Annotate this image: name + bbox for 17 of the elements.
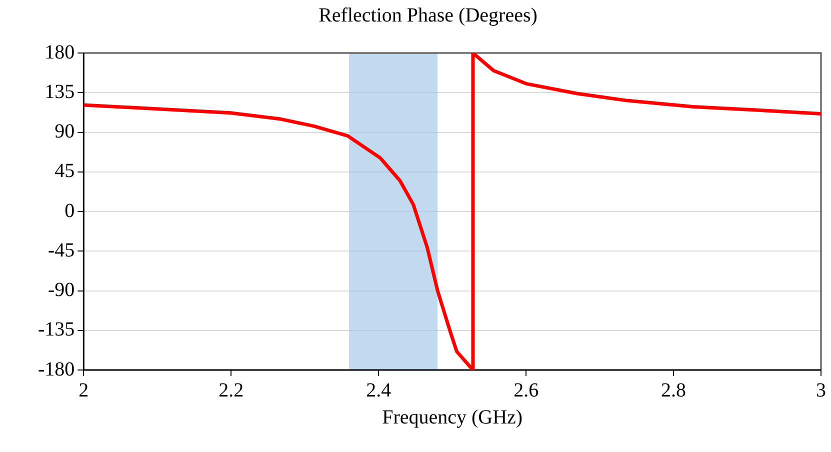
x-tick-label: 2 xyxy=(78,379,89,402)
x-axis-title: Frequency (GHz) xyxy=(382,406,523,428)
y-tick-label: 90 xyxy=(54,120,75,142)
y-tick-label: -135 xyxy=(38,318,75,341)
y-tick-label: -45 xyxy=(48,239,75,262)
x-tick-label: 2.2 xyxy=(218,379,244,402)
y-tick-label: -90 xyxy=(48,279,75,301)
y-tick-label: -180 xyxy=(38,358,75,380)
x-tick-label: 3 xyxy=(816,379,826,402)
y-tick-label: 45 xyxy=(54,160,75,182)
x-tick-label: 2.8 xyxy=(661,379,686,402)
y-tick-label: 135 xyxy=(44,80,75,103)
x-tick-label: 2.4 xyxy=(366,379,392,402)
x-tick-label: 2.6 xyxy=(514,379,539,402)
y-tick-label: 0 xyxy=(64,200,75,222)
chart-title: Reflection Phase (Degrees) xyxy=(318,4,538,26)
y-tick-label: 180 xyxy=(44,41,75,64)
